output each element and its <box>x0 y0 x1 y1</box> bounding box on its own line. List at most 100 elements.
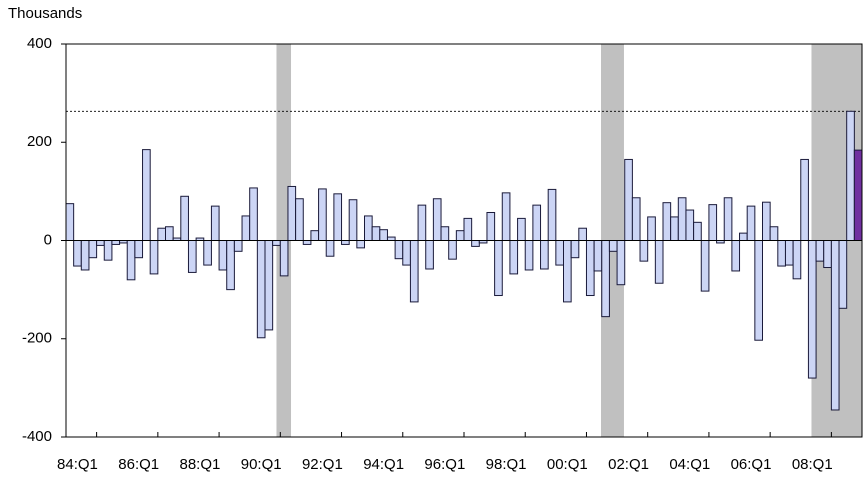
bar <box>379 229 388 242</box>
x-tick-label: 94:Q1 <box>363 456 404 473</box>
bar <box>700 240 710 292</box>
bar <box>578 227 587 241</box>
bar <box>494 240 503 297</box>
bar <box>264 240 274 331</box>
bar <box>486 211 496 241</box>
x-tick-label: 00:Q1 <box>547 456 588 473</box>
bar <box>279 240 289 277</box>
bar <box>509 240 519 275</box>
bar <box>241 215 251 241</box>
bar <box>210 205 220 242</box>
bar <box>249 187 258 241</box>
y-axis-label: Thousands <box>8 5 82 22</box>
bar <box>777 240 786 267</box>
bar <box>73 240 82 267</box>
bar <box>440 226 450 241</box>
bar <box>455 230 465 242</box>
bar <box>807 240 817 379</box>
bar <box>88 240 98 259</box>
bar <box>142 149 151 241</box>
bar <box>394 240 404 260</box>
bar <box>540 240 549 270</box>
bar <box>386 236 396 241</box>
bar <box>111 240 121 245</box>
bar <box>616 240 626 286</box>
bar <box>218 240 228 271</box>
bar <box>800 158 809 242</box>
bar <box>310 230 320 242</box>
bar <box>233 240 243 252</box>
y-tick-label: 400 <box>27 35 52 52</box>
bar <box>80 240 90 271</box>
bar <box>65 203 75 241</box>
bar <box>853 149 863 241</box>
bar <box>739 232 748 242</box>
x-tick-label: 90:Q1 <box>241 456 282 473</box>
bar <box>402 240 411 266</box>
bar <box>792 240 802 280</box>
bar <box>769 226 779 241</box>
bar <box>654 240 664 284</box>
y-tick-label: -400 <box>22 428 52 445</box>
bar <box>731 240 741 272</box>
bar <box>838 240 848 309</box>
bar <box>203 240 212 266</box>
bar <box>325 240 335 257</box>
bar <box>563 240 572 303</box>
x-tick-label: 96:Q1 <box>424 456 465 473</box>
bar <box>295 198 304 241</box>
bar <box>364 215 373 241</box>
y-tick-label: 0 <box>44 231 52 248</box>
bar <box>532 204 542 242</box>
bar <box>341 240 350 245</box>
bar <box>348 199 358 242</box>
bar <box>639 240 649 262</box>
x-tick-label: 86:Q1 <box>118 456 159 473</box>
bar <box>762 201 771 241</box>
bar <box>187 240 197 273</box>
bar <box>501 192 511 242</box>
x-tick-label: 84:Q1 <box>57 456 98 473</box>
bar <box>517 217 526 242</box>
bar <box>631 197 641 241</box>
bar <box>823 240 832 269</box>
bar <box>134 240 144 259</box>
bar <box>524 240 534 271</box>
bar <box>103 240 113 261</box>
bar <box>272 240 281 246</box>
bar <box>784 240 794 266</box>
x-tick-label: 88:Q1 <box>180 456 221 473</box>
bar <box>677 197 687 241</box>
bar <box>425 240 434 270</box>
bar <box>165 226 174 241</box>
bar <box>570 240 580 259</box>
bar <box>126 240 136 281</box>
bar <box>432 198 442 241</box>
bar <box>371 226 381 241</box>
bar <box>601 240 610 318</box>
bar <box>547 188 557 242</box>
bar <box>333 193 343 242</box>
bar <box>318 188 327 241</box>
bar <box>708 204 718 241</box>
bar <box>647 216 656 241</box>
bar <box>846 110 855 241</box>
bar <box>693 221 702 241</box>
bar <box>287 185 297 241</box>
x-tick-label: 02:Q1 <box>608 456 649 473</box>
y-tick-label: 200 <box>27 133 52 150</box>
bar <box>149 240 159 275</box>
bar <box>463 217 473 242</box>
x-tick-label: 08:Q1 <box>792 456 833 473</box>
bar <box>302 240 312 245</box>
bar <box>585 240 595 297</box>
bar <box>180 195 189 242</box>
bar <box>670 216 679 241</box>
bar <box>830 240 840 411</box>
bar <box>96 240 105 246</box>
x-tick-label: 06:Q1 <box>731 456 772 473</box>
bar <box>662 202 672 241</box>
bar <box>417 204 427 242</box>
bar <box>471 240 480 247</box>
